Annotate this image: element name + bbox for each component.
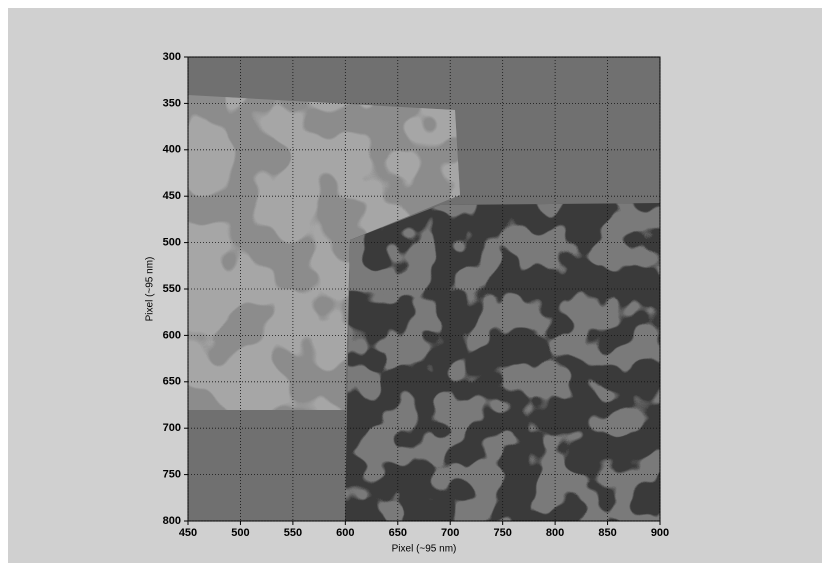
x-tick-label: 500 (231, 527, 249, 539)
y-tick-label: 800 (163, 515, 181, 527)
x-tick-label: 700 (441, 527, 459, 539)
x-axis-label: Pixel (~95 nm) (392, 544, 457, 555)
y-tick-label: 300 (163, 51, 181, 63)
light-blobs (188, 95, 460, 410)
image (188, 57, 660, 521)
dark-blobs (345, 203, 660, 521)
y-tick-label: 500 (163, 237, 181, 249)
y-tick-label: 450 (163, 190, 181, 202)
y-axis-label: Pixel (~95 nm) (145, 257, 156, 322)
y-tick-label: 550 (163, 283, 181, 295)
y-tick-label: 600 (163, 329, 181, 341)
y-tick-label: 350 (163, 97, 181, 109)
x-tick-label: 600 (336, 527, 354, 539)
y-tick-label: 700 (163, 422, 181, 434)
y-tick-label: 750 (163, 469, 181, 481)
x-tick-label: 900 (651, 527, 669, 539)
x-tick-label: 850 (598, 527, 616, 539)
y-tick-label: 400 (163, 144, 181, 156)
x-tick-label: 650 (389, 527, 407, 539)
x-tick-label: 550 (284, 527, 302, 539)
y-tick-label: 650 (163, 376, 181, 388)
x-tick-label: 750 (493, 527, 511, 539)
x-tick-label: 800 (546, 527, 564, 539)
x-tick-label: 450 (179, 527, 197, 539)
